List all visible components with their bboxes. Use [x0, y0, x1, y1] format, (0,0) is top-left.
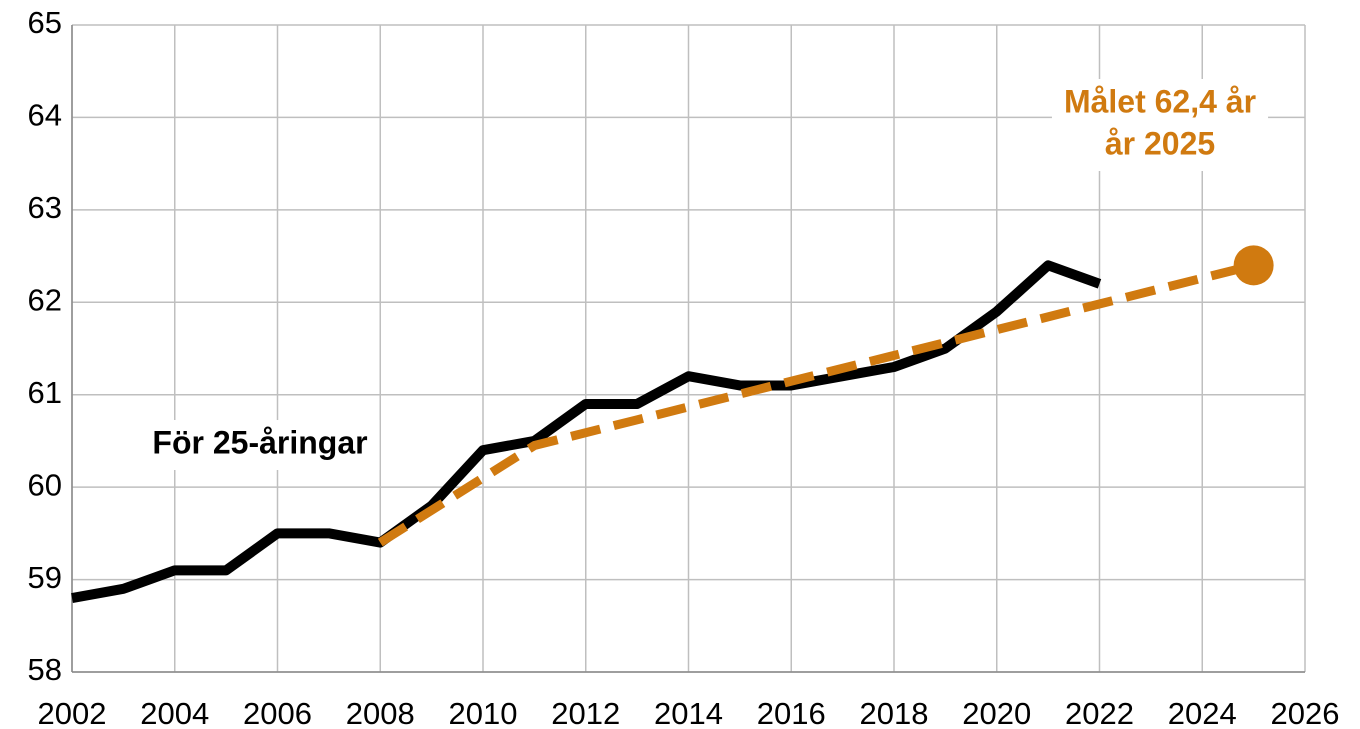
y-tick-label: 61	[28, 375, 62, 410]
x-tick-label: 2026	[1271, 696, 1340, 729]
x-tick-label: 2012	[551, 696, 620, 729]
x-tick-label: 2022	[1065, 696, 1134, 729]
annotation-text: Målet 62,4 år	[1064, 83, 1256, 119]
target-marker	[1233, 245, 1274, 286]
x-tick-label: 2020	[962, 696, 1031, 729]
x-tick-label: 2018	[860, 696, 929, 729]
y-tick-label: 60	[28, 467, 62, 502]
series-line	[71, 260, 1102, 603]
x-tick-label: 2024	[1168, 696, 1237, 729]
annotation: För 25-åringar	[140, 420, 380, 470]
y-tick-label: 62	[28, 282, 62, 317]
annotation-bg	[1051, 79, 1269, 171]
annotation: Målet 62,4 år år 2025	[1051, 79, 1269, 171]
x-tick-label: 2002	[38, 696, 107, 729]
y-tick-label: 58	[28, 652, 62, 687]
x-tick-label: 2016	[757, 696, 826, 729]
y-tick-label: 64	[28, 98, 62, 133]
y-tick-label: 59	[28, 560, 62, 595]
annotation-text: år 2025	[1105, 125, 1215, 161]
x-tick-label: 2004	[140, 696, 209, 729]
annotation-text: För 25-åringar	[152, 424, 367, 460]
x-tick-label: 2008	[346, 696, 415, 729]
x-tick-label: 2006	[243, 696, 312, 729]
y-tick-label: 63	[28, 190, 62, 225]
y-tick-label: 65	[28, 5, 62, 40]
annotation-bg	[140, 420, 380, 470]
x-tick-label: 2010	[449, 696, 518, 729]
series-line	[377, 260, 1255, 547]
x-tick-label: 2014	[654, 696, 723, 729]
